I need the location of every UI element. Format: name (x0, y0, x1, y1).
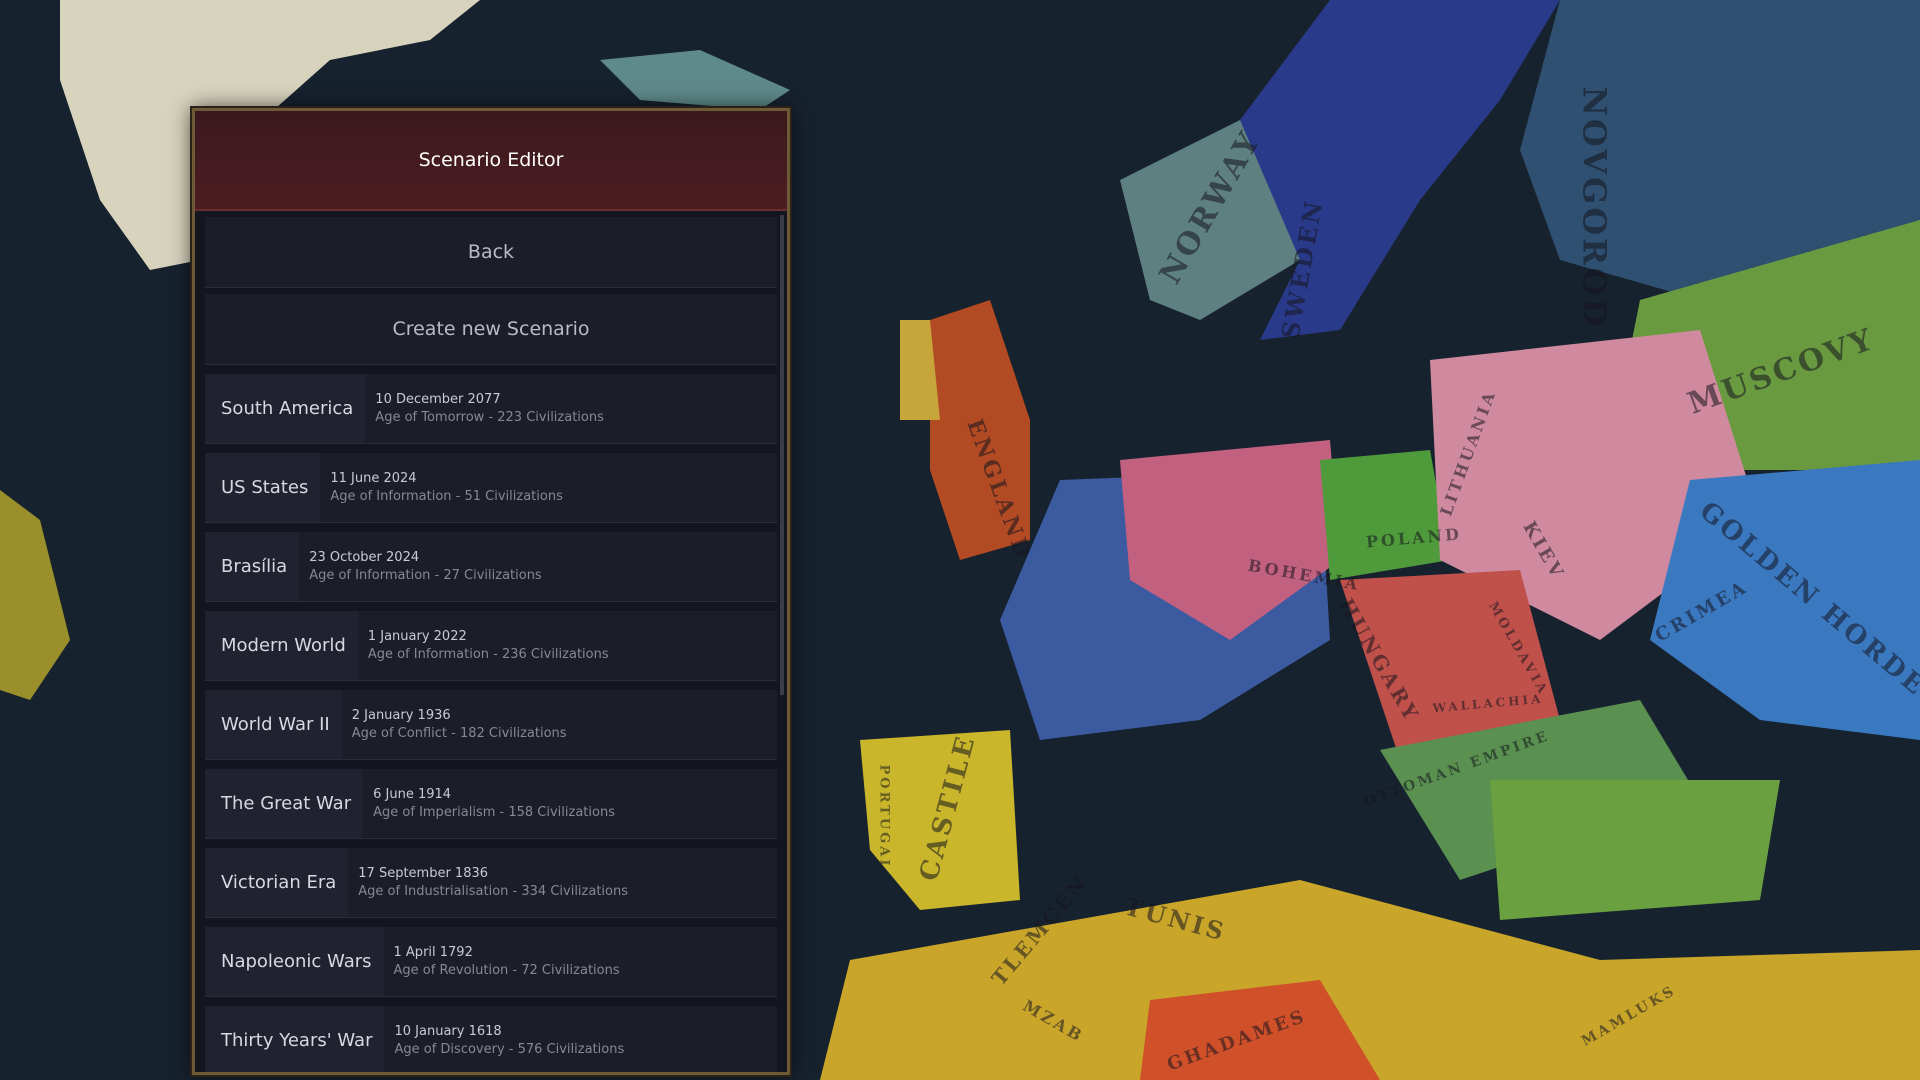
scenario-details: Age of Revolution - 72 Civilizations (393, 963, 620, 978)
scenario-details: Age of Tomorrow - 223 Civilizations (375, 410, 604, 425)
landmass (0, 490, 70, 700)
scenario-date: 10 January 1618 (394, 1024, 502, 1039)
scrollbar[interactable] (780, 215, 784, 695)
scenario-name: Napoleonic Wars (205, 927, 384, 996)
scenario-info: 10 December 2077 Age of Tomorrow - 223 Ci… (365, 392, 604, 425)
map-label: PORTUGAL (877, 764, 892, 871)
scenario-row[interactable]: Thirty Years' War 10 January 1618 Age of D… (205, 1006, 777, 1072)
scenario-row[interactable]: The Great War 6 June 1914 Age of Imperiali… (205, 769, 777, 839)
scenario-info: 11 June 2024 Age of Information - 51 Civi… (320, 471, 563, 504)
scenario-details: Age of Information - 27 Civilizations (309, 568, 542, 583)
scenario-info: 1 April 1792 Age of Revolution - 72 Civil… (384, 945, 620, 978)
scenario-date: 23 October 2024 (309, 550, 420, 565)
scenario-date: 11 June 2024 (330, 471, 417, 486)
scenario-details: Age of Industrialisation - 334 Civilizat… (358, 884, 629, 899)
scenario-info: 2 January 1936 Age of Conflict - 182 Civi… (342, 708, 567, 741)
scenario-info: 10 January 1618 Age of Discovery - 576 Ci… (384, 1024, 624, 1057)
scenario-info: 1 January 2022 Age of Information - 236 C… (358, 629, 609, 662)
scenario-list: South America 10 December 2077 Age of Tomo… (195, 374, 787, 1072)
hungary (1340, 570, 1560, 760)
scenario-row[interactable]: Napoleonic Wars 1 April 1792 Age of Revolu… (205, 927, 777, 997)
island (600, 50, 790, 110)
back-button[interactable]: Back (205, 217, 777, 288)
scenario-name: World War II (205, 690, 342, 759)
england (930, 300, 1030, 560)
scenario-row[interactable]: World War II 2 January 1936 Age of Conflic… (205, 690, 777, 760)
anatolia (1490, 780, 1780, 920)
scenario-name: Thirty Years' War (205, 1006, 385, 1072)
scenario-date: 17 September 1836 (358, 866, 489, 881)
scenario-row[interactable]: Modern World 1 January 2022 Age of Informa… (205, 611, 777, 681)
golden-horde (1650, 460, 1920, 740)
scenario-name: The Great War (205, 769, 364, 838)
scenario-details: Age of Information - 236 Civilizations (367, 647, 609, 662)
scenario-name: Modern World (205, 611, 358, 680)
north-africa (820, 880, 1920, 1080)
scotland (900, 320, 940, 420)
scenario-date: 1 April 1792 (393, 945, 473, 960)
scenario-date: 1 January 2022 (367, 629, 467, 644)
panel-title: Scenario Editor (195, 111, 787, 211)
scenario-info: 6 June 1914 Age of Imperialism - 158 Civi… (363, 787, 615, 820)
bohemia (1320, 450, 1450, 580)
scenario-details: Age of Imperialism - 158 Civilizations (373, 805, 615, 820)
scenario-info: 17 September 1836 Age of Industrialisatio… (348, 866, 628, 899)
scenario-name: US States (205, 453, 321, 522)
scenario-name: South America (205, 374, 366, 443)
scenario-details: Age of Conflict - 182 Civilizations (351, 726, 567, 741)
scenario-date: 6 June 1914 (373, 787, 452, 802)
scenario-info: 23 October 2024 Age of Information - 27 C… (299, 550, 542, 583)
map-label: NOVGOROD (1576, 87, 1614, 330)
scenario-row[interactable]: US States 11 June 2024 Age of Information … (205, 453, 777, 523)
scenario-date: 2 January 1936 (351, 708, 451, 723)
create-button[interactable]: Create new Scenario (205, 294, 777, 365)
scenario-name: Victorian Era (205, 848, 349, 917)
scenario-row[interactable]: South America 10 December 2077 Age of Tomo… (205, 374, 777, 444)
castile (860, 730, 1020, 910)
scenario-details: Age of Discovery - 576 Civilizations (394, 1042, 625, 1057)
scenario-date: 10 December 2077 (375, 392, 501, 407)
scenario-panel: Scenario Editor Back Create new Scenario… (192, 108, 790, 1075)
sweden (1240, 0, 1560, 340)
greenland (60, 0, 480, 270)
scenario-details: Age of Information - 51 Civilizations (330, 489, 563, 504)
scenario-row[interactable]: Victorian Era 17 September 1836 Age of Ind… (205, 848, 777, 918)
novgorod (1520, 0, 1920, 300)
hre (1120, 440, 1340, 640)
ghadames (1140, 980, 1380, 1080)
scenario-name: Brasília (205, 532, 300, 601)
scenario-row[interactable]: Brasília 23 October 2024 Age of Informatio… (205, 532, 777, 602)
